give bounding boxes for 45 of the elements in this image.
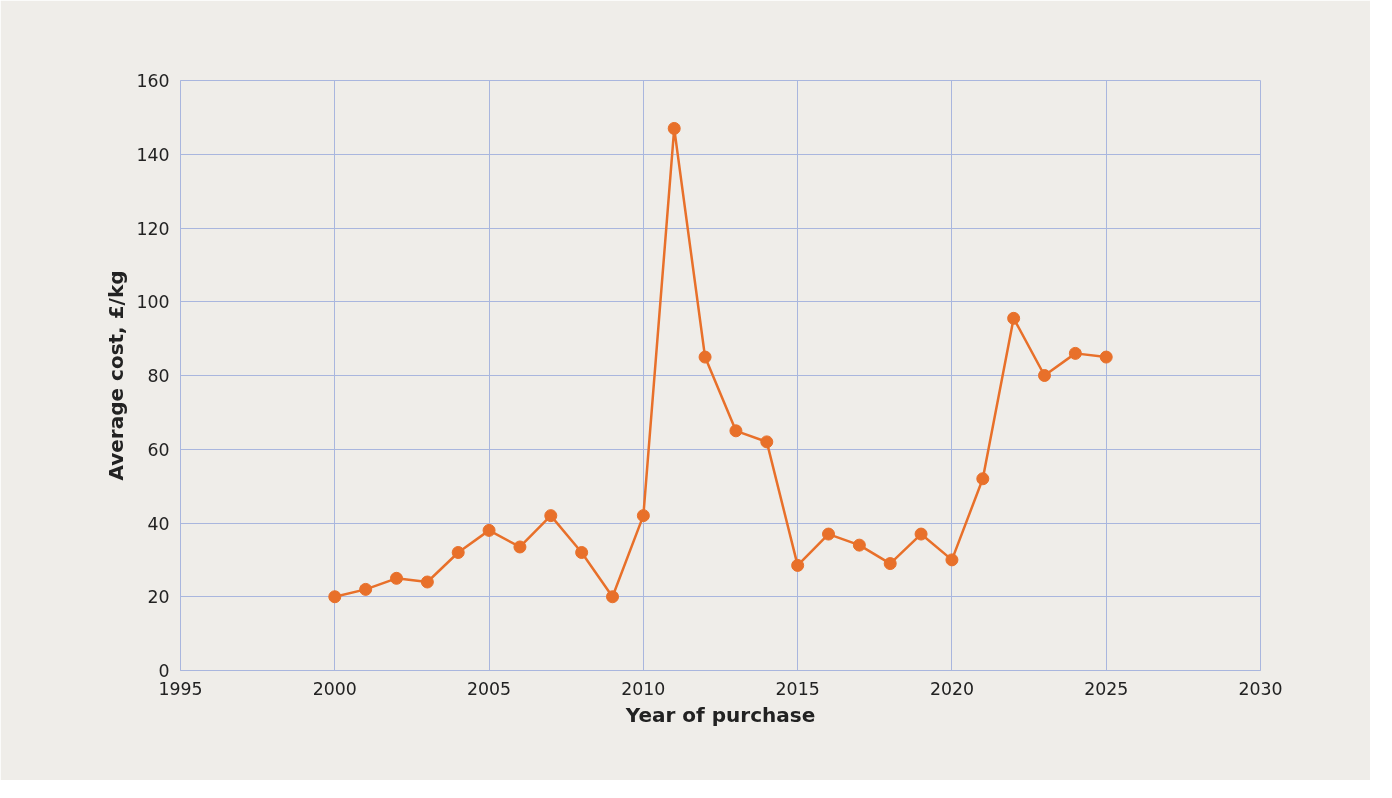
x-tick-label: 2030 (1238, 678, 1283, 699)
point (451, 546, 465, 559)
x-tick-label: 1995 (158, 678, 203, 699)
y-tick-label: 80 (147, 366, 170, 386)
point (976, 472, 990, 486)
point (945, 553, 959, 567)
y-axis-title: Average cost, £/kg (104, 270, 129, 481)
point (420, 575, 434, 589)
point (852, 538, 866, 552)
x-tick-label: 2020 (929, 678, 974, 699)
point (513, 540, 527, 554)
y-tick-label: 20 (147, 587, 170, 608)
y-tick-label: 100 (136, 292, 170, 313)
point (390, 571, 403, 585)
y-tick-label: 0 (158, 661, 170, 681)
x-tick-label: 2025 (1084, 678, 1129, 699)
point (544, 509, 558, 523)
point (1068, 346, 1082, 360)
point (883, 557, 897, 571)
point (698, 350, 712, 364)
y-tick-label: 120 (136, 218, 170, 239)
y-tick-label: 40 (147, 513, 170, 534)
x-tick-label: 2000 (312, 678, 357, 699)
y-tick-label: 60 (147, 439, 170, 460)
point (1038, 369, 1051, 382)
x-axis-title: Year of purchase (624, 702, 816, 727)
y-tick-label: 140 (136, 144, 170, 165)
point (482, 523, 496, 537)
point (914, 527, 928, 541)
x-tick-label: 2010 (621, 678, 666, 699)
point (359, 582, 373, 596)
x-tick-label: 2005 (467, 678, 512, 699)
point (1007, 311, 1021, 325)
point (791, 558, 805, 572)
point (606, 590, 619, 604)
point (667, 121, 681, 135)
y-tick-label: 160 (136, 71, 170, 91)
point (575, 546, 589, 559)
point (729, 424, 743, 438)
point (760, 435, 774, 449)
point (328, 590, 342, 604)
point (636, 509, 650, 523)
point (1099, 350, 1113, 364)
x-tick-label: 2015 (775, 678, 820, 699)
point (822, 527, 835, 541)
